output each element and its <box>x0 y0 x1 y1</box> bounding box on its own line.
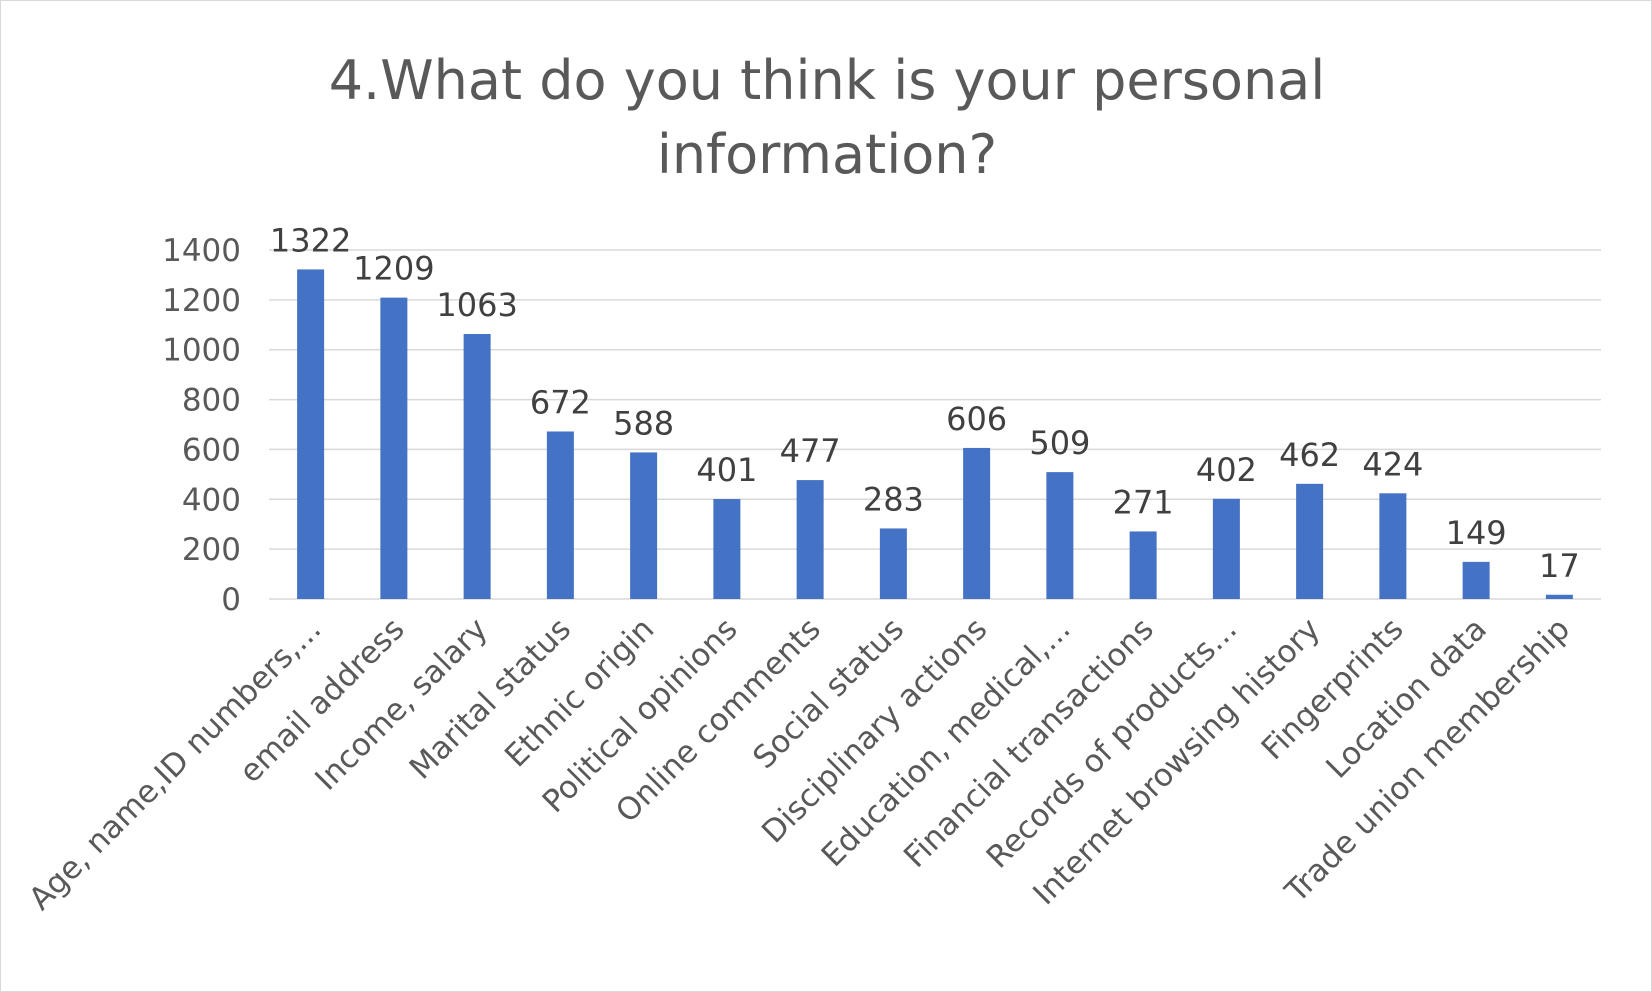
y-axis-tick-labels: 0 200 400 600 800 1000 1200 1400 <box>162 233 241 618</box>
data-label-1: 1322 <box>270 221 351 259</box>
data-label-3: 1063 <box>436 286 517 324</box>
y-tick-label-1200: 1200 <box>162 283 241 319</box>
data-label-12: 402 <box>1196 451 1257 489</box>
bar-1 <box>297 269 325 599</box>
y-tick-label-400: 400 <box>182 482 241 518</box>
y-tick-label-1000: 1000 <box>162 333 241 369</box>
data-label-2: 1209 <box>353 250 434 288</box>
bar-12 <box>1212 498 1240 599</box>
bar-4 <box>546 431 574 599</box>
bar-16 <box>1545 594 1573 599</box>
y-tick-label-200: 200 <box>182 532 241 568</box>
x-axis-tick-labels: Age, name,ID numbers,...email addressInc… <box>22 611 1577 917</box>
bar-15 <box>1462 561 1490 599</box>
y-tick-label-800: 800 <box>182 383 241 419</box>
chart-title-line-2: information? <box>657 123 997 186</box>
data-label-4: 672 <box>530 383 591 421</box>
data-label-5: 588 <box>613 404 674 442</box>
bar-8 <box>879 528 907 599</box>
data-label-6: 401 <box>696 451 757 489</box>
bar-2 <box>380 297 408 599</box>
bar-14 <box>1379 493 1407 599</box>
bars <box>297 269 1573 599</box>
data-label-8: 283 <box>863 480 924 518</box>
data-label-11: 271 <box>1113 483 1174 521</box>
chart-title-line-1: 4.What do you think is your personal <box>329 49 1326 112</box>
bar-11 <box>1129 531 1157 599</box>
bar-10 <box>1046 472 1074 599</box>
gridlines <box>269 249 1601 600</box>
bar-13 <box>1296 483 1324 599</box>
data-label-16: 17 <box>1539 547 1580 585</box>
bar-7 <box>796 480 824 599</box>
y-tick-label-1400: 1400 <box>162 233 241 269</box>
y-tick-label-0: 0 <box>221 582 241 618</box>
data-label-14: 424 <box>1362 445 1423 483</box>
bar-5 <box>630 452 658 599</box>
data-label-10: 509 <box>1029 424 1090 462</box>
bar-6 <box>713 499 741 599</box>
data-label-7: 477 <box>780 432 841 470</box>
data-label-15: 149 <box>1446 514 1507 552</box>
data-label-13: 462 <box>1279 436 1340 474</box>
chart-title: 4.What do you think is your personal inf… <box>329 49 1326 186</box>
y-tick-label-600: 600 <box>182 432 241 468</box>
bar-9 <box>963 447 991 599</box>
bar-3 <box>463 334 491 599</box>
data-label-9: 606 <box>946 400 1007 438</box>
